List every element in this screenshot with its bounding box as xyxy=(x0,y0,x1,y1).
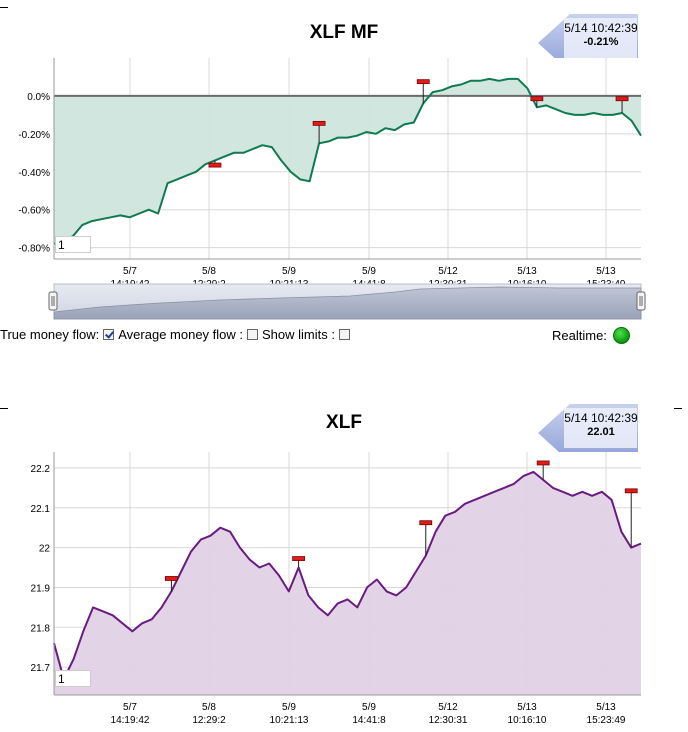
event-marker-flag-icon xyxy=(530,96,544,102)
y-tick-label: 21.8 xyxy=(31,623,51,634)
y-tick-label: 21.7 xyxy=(31,663,51,674)
event-marker-flag-icon xyxy=(536,460,550,466)
callout-value: 22.01 xyxy=(587,426,615,438)
event-marker-flag-icon xyxy=(419,520,433,526)
y-tick-label: -0.80% xyxy=(18,244,50,255)
corner-mark xyxy=(0,7,8,8)
x-tick-date: 5/7 xyxy=(123,266,137,277)
x-tick-time: 10:21:13 xyxy=(270,715,309,726)
corner-mark xyxy=(0,408,8,409)
show-limits-checkbox[interactable] xyxy=(338,329,350,340)
y-tick-label: -0.60% xyxy=(18,206,50,217)
x-tick-time: 14:41:8 xyxy=(352,715,386,726)
true-money-flow-checkbox[interactable] xyxy=(103,329,115,340)
x-tick-time: 10:16:10 xyxy=(508,715,547,726)
event-marker-flag-icon xyxy=(615,96,629,102)
x-tick-date: 5/13 xyxy=(596,702,616,713)
x-tick-time: 12:30:31 xyxy=(429,715,468,726)
y-tick-label: 22 xyxy=(39,544,51,555)
x-tick-date: 5/8 xyxy=(202,702,216,713)
y-tick-label: 22.1 xyxy=(31,504,51,515)
true-money-flow-label: True money flow: xyxy=(0,327,100,342)
series-area xyxy=(54,78,641,244)
x-tick-date: 5/9 xyxy=(362,702,376,713)
chart2-zoom-input[interactable]: 1 xyxy=(55,670,91,687)
callout-arrow-icon xyxy=(538,404,638,462)
y-tick-label: -0.20% xyxy=(18,130,50,141)
money-flow-chart: 0.0%-0.20%-0.40%-0.60%-0.80%5/714:19:425… xyxy=(18,58,642,290)
x-tick-time: 15:23:49 xyxy=(587,715,626,726)
x-tick-time: 12:29:2 xyxy=(192,715,226,726)
date-range-navigator[interactable] xyxy=(0,282,688,322)
realtime-label: Realtime: xyxy=(552,328,607,343)
event-marker-flag-icon xyxy=(312,120,326,126)
x-tick-time: 14:19:42 xyxy=(111,715,150,726)
series-line xyxy=(53,470,642,681)
realtime-indicator-icon[interactable] xyxy=(612,327,630,344)
realtime-status: Realtime: xyxy=(552,327,630,344)
x-tick-date: 5/12 xyxy=(438,702,458,713)
callout-timestamp: 5/14 10:42:39 xyxy=(564,411,638,425)
x-tick-date: 5/12 xyxy=(438,266,458,277)
event-marker-flag-icon xyxy=(416,79,430,85)
chart1-callout: 5/14 10:42:39 -0.21% xyxy=(538,12,638,74)
corner-mark xyxy=(674,408,682,409)
y-tick-label: 22.2 xyxy=(31,464,51,475)
y-tick-label: 0.0% xyxy=(27,92,50,103)
event-marker-flag-icon xyxy=(208,162,222,168)
y-tick-label: 21.9 xyxy=(31,583,51,594)
chart1-title: XLF MF xyxy=(309,22,379,43)
callout-value: -0.21% xyxy=(583,36,619,48)
chart2-callout: 5/14 10:42:39 22.01 xyxy=(538,402,638,464)
average-money-flow-label: Average money flow : xyxy=(118,327,244,342)
navigator-left-handle-icon[interactable] xyxy=(48,291,58,311)
x-tick-date: 5/13 xyxy=(517,702,537,713)
callout-arrow-icon xyxy=(538,14,638,72)
x-tick-date: 5/13 xyxy=(517,266,537,277)
chart1-zoom-input[interactable]: 1 xyxy=(55,236,91,253)
chart2-title: XLF xyxy=(326,412,362,433)
event-marker-flag-icon xyxy=(624,488,638,494)
x-tick-date: 5/8 xyxy=(202,266,216,277)
event-marker-flag-icon xyxy=(292,556,305,561)
x-tick-date: 5/9 xyxy=(282,266,296,277)
event-marker-flag-icon xyxy=(164,576,178,581)
x-tick-date: 5/7 xyxy=(123,702,137,713)
series-line xyxy=(53,77,642,245)
series-area xyxy=(54,471,641,695)
navigator-right-handle-icon[interactable] xyxy=(636,291,646,311)
x-tick-date: 5/13 xyxy=(596,266,616,277)
show-limits-label: Show limits : xyxy=(262,327,335,342)
average-money-flow-checkbox[interactable] xyxy=(247,329,259,340)
callout-timestamp: 5/14 10:42:39 xyxy=(564,21,638,35)
x-tick-date: 5/9 xyxy=(282,702,296,713)
chart-options: True money flow: Average money flow : Sh… xyxy=(0,327,354,342)
x-tick-date: 5/9 xyxy=(362,266,376,277)
y-tick-label: -0.40% xyxy=(18,168,50,179)
